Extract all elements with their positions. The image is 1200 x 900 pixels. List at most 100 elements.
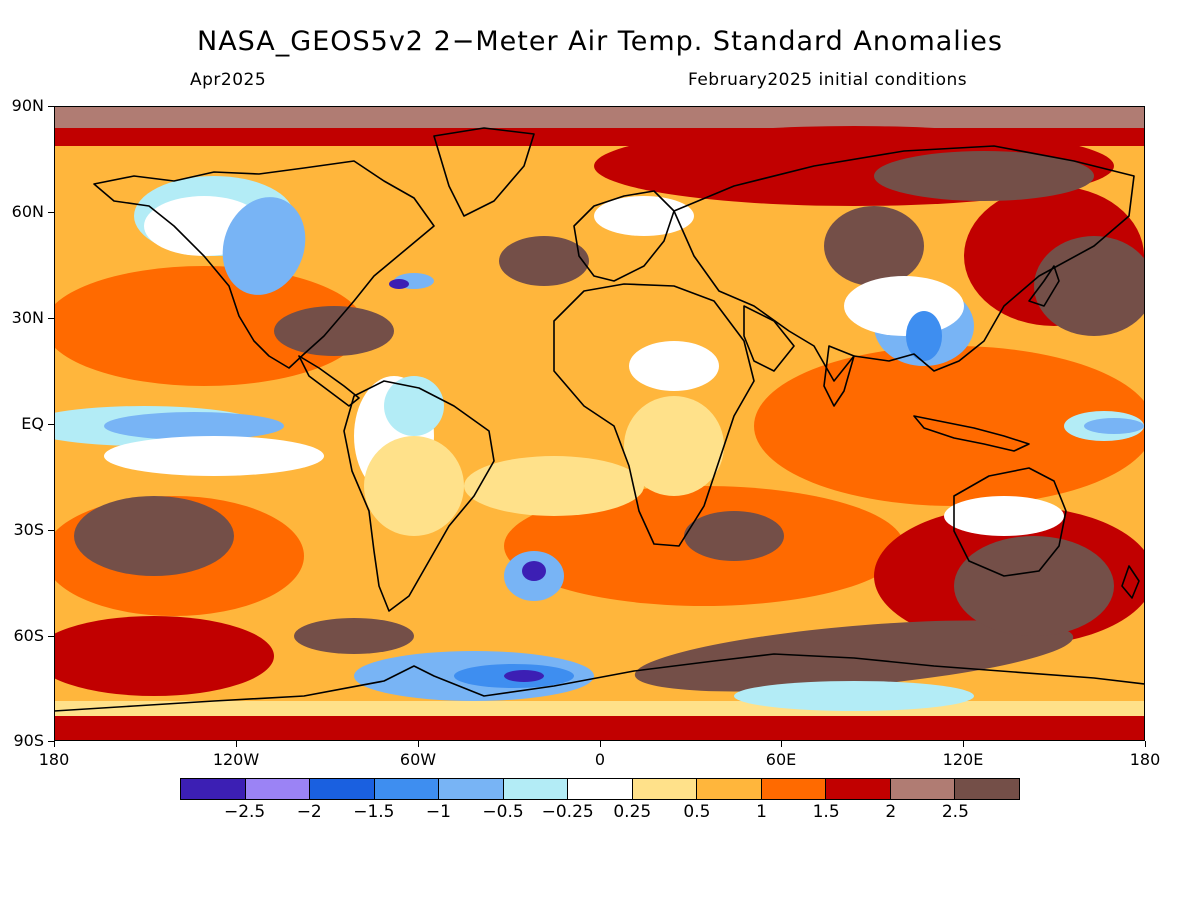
colorbar-swatch [439, 779, 504, 799]
coastline-japan [1028, 265, 1060, 307]
y-label-30s: 30S [13, 520, 44, 539]
y-label-30n: 30N [11, 308, 44, 327]
colorbar-swatch [374, 779, 440, 799]
y-tick [48, 211, 54, 213]
colorbar-label: −0.5 [482, 802, 524, 822]
anomaly-region [1034, 236, 1145, 336]
y-label-eq: EQ [21, 414, 44, 433]
x-label-120e: 120E [942, 750, 984, 769]
colorbar-swatch [310, 779, 375, 799]
coastline-antarctica [54, 653, 1145, 712]
coastline-indonesia [913, 415, 1030, 452]
x-label-180w: 180 [38, 750, 70, 769]
y-tick [48, 635, 54, 637]
anomaly-region [504, 670, 544, 682]
colorbar-swatch [761, 779, 827, 799]
colorbar-label: 2.5 [941, 802, 969, 822]
coastline-north-america [93, 160, 435, 369]
anomaly-region [499, 236, 589, 286]
anomaly-region [1084, 418, 1144, 434]
colorbar-swatch [632, 779, 698, 799]
coastlines [54, 127, 1145, 712]
colorbar-swatch [826, 779, 891, 799]
coastline-arabia [743, 305, 795, 372]
anomaly-region [954, 536, 1114, 636]
colorbar-swatch [890, 779, 956, 799]
y-tick [48, 105, 54, 107]
y-tick [48, 529, 54, 531]
x-label-120w: 120W [212, 750, 260, 769]
coastline-central-america [298, 355, 360, 407]
chart-title: NASA_GEOS5v2 2−Meter Air Temp. Standard … [197, 26, 1003, 57]
x-label-180e: 180 [1129, 750, 1161, 769]
y-tick [48, 317, 54, 319]
anomaly-region [384, 376, 444, 436]
x-tick [53, 741, 55, 747]
anomaly-region [634, 620, 1074, 692]
anomaly-band [54, 716, 1145, 741]
anomaly-map-svg [54, 106, 1145, 741]
anomaly-region [274, 306, 394, 356]
anomaly-region [222, 197, 306, 295]
x-tick [599, 741, 601, 747]
anomaly-region [734, 681, 974, 711]
forecast-month: Apr2025 [190, 70, 267, 90]
anomaly-region [54, 616, 274, 696]
map-frame [54, 106, 1145, 741]
colorbar [180, 778, 1020, 800]
anomaly-region [464, 456, 644, 516]
x-tick [1144, 741, 1146, 747]
y-label-90n: 90N [11, 96, 44, 115]
coastline-asia [673, 145, 1135, 382]
anomaly-region [104, 412, 284, 440]
coastline-greenland [433, 127, 535, 217]
coastline-europe [573, 190, 675, 282]
y-label-90s: 90S [13, 731, 44, 750]
colorbar-label: 2 [885, 802, 897, 822]
colorbar-label: −0.25 [541, 802, 594, 822]
colorbar-label: −2 [296, 802, 322, 822]
colorbar-swatch [568, 779, 633, 799]
x-label-0: 0 [594, 750, 606, 769]
colorbar-label: 0.25 [613, 802, 652, 822]
anomaly-region [74, 496, 234, 576]
y-label-60n: 60N [11, 202, 44, 221]
anomaly-region [629, 341, 719, 391]
anomaly-region [874, 151, 1094, 201]
x-tick [235, 741, 237, 747]
colorbar-swatch [697, 779, 762, 799]
anomaly-region [522, 561, 546, 581]
anomaly-region [684, 511, 784, 561]
anomaly-band [54, 106, 1145, 128]
coastline-australia [953, 467, 1067, 577]
anomaly-region [624, 396, 724, 496]
anomaly-region [364, 436, 464, 536]
colorbar-label: 0.5 [683, 802, 711, 822]
x-tick [962, 741, 964, 747]
colorbar-label: −1 [425, 802, 451, 822]
anomaly-map [54, 106, 1145, 741]
x-label-60w: 60W [399, 750, 437, 769]
coastline-africa [553, 283, 755, 547]
anomaly-region [906, 311, 942, 361]
coastline-south-america [343, 380, 495, 612]
colorbar-label: 1.5 [812, 802, 840, 822]
coastline-new-zealand [1121, 565, 1140, 599]
anomaly-region [824, 206, 924, 286]
x-label-60e: 60E [765, 750, 797, 769]
colorbar-swatch [245, 779, 311, 799]
initial-conditions: February2025 initial conditions [688, 70, 968, 90]
colorbar-label: −2.5 [223, 802, 266, 822]
colorbar-label: −1.5 [353, 802, 395, 822]
colorbar-swatch [181, 779, 246, 799]
y-tick [48, 740, 54, 742]
coastline-india [823, 345, 855, 407]
colorbar-label: 1 [756, 802, 767, 822]
anomaly-region [54, 266, 364, 386]
anomaly-region [754, 346, 1145, 506]
x-tick [417, 741, 419, 747]
anomaly-region [944, 496, 1064, 536]
x-tick [780, 741, 782, 747]
colorbar-swatch [955, 779, 1019, 799]
anomaly-region [389, 279, 409, 289]
